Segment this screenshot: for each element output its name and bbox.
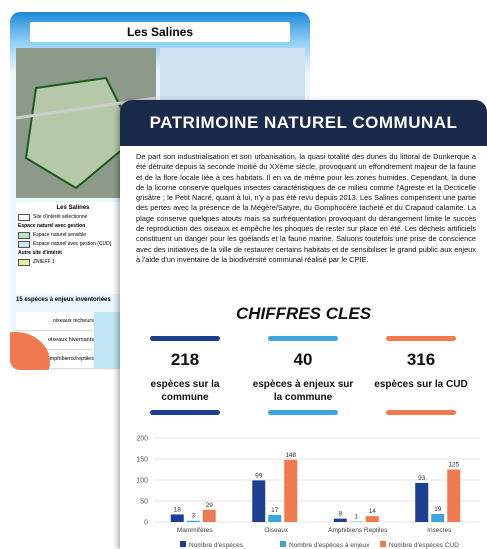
y-tick-label: 0	[144, 520, 148, 527]
value-label: 125	[448, 462, 459, 469]
bar	[252, 480, 265, 522]
x-tick-label: Mammifères	[177, 527, 214, 534]
legend-swatch	[18, 241, 30, 248]
legend-swatch	[380, 541, 386, 547]
legend-label: Espace naturel avec gestion	[18, 222, 85, 231]
legend-swatch	[180, 541, 186, 547]
figure-label: espèces sur la CUD	[366, 378, 476, 391]
bar-chart: 050100150200Mammifères18329Oiseaux991714…	[120, 428, 487, 549]
value-label: 18	[174, 506, 182, 513]
bar	[268, 515, 281, 522]
figure-rule	[386, 410, 456, 415]
front-sheet: PATRIMOINE NATUREL COMMUNAL De part son …	[120, 100, 487, 549]
y-tick-label: 150	[136, 457, 148, 464]
figure-rule	[268, 336, 338, 341]
figure-value: 40	[248, 350, 358, 370]
value-label: 99	[255, 472, 263, 479]
figure-label: espèces sur la commune	[130, 378, 240, 404]
page: Les Salines Les Salines Site d'intérêt s…	[0, 0, 487, 549]
x-tick-label: Insectes	[427, 527, 452, 534]
legend-swatch	[18, 232, 30, 239]
figure-value: 316	[366, 350, 476, 370]
value-label: 29	[206, 502, 214, 509]
bar	[334, 519, 347, 522]
legend-label: Espace naturel avec gestion (CUD)	[33, 240, 111, 249]
legend-item: Espace naturel avec gestion (CUD)	[18, 240, 128, 249]
panel-title: 15 espèces à enjeux inventoriées	[16, 297, 136, 303]
legend-label: Espace naturel sensible	[33, 231, 86, 240]
species-label: oiseaux hivernants	[48, 331, 94, 349]
value-label: 3	[191, 513, 195, 520]
bar	[284, 460, 297, 522]
legend-swatch	[280, 541, 286, 547]
bar	[203, 510, 216, 522]
body-text: De part son industrialisation et son urb…	[136, 152, 476, 265]
y-tick-label: 200	[136, 436, 148, 443]
figure-rule	[150, 336, 220, 341]
figure-rule	[268, 410, 338, 415]
bar	[171, 514, 184, 522]
bar	[366, 516, 379, 522]
legend-item: Espace naturel sensible	[18, 231, 128, 240]
legend-item: Espace naturel avec gestion	[18, 222, 128, 231]
legend-label: Nombre d'espèces CUD	[389, 542, 459, 549]
figure-rule	[150, 410, 220, 415]
value-label: 8	[338, 511, 342, 518]
legend-swatch	[18, 214, 30, 221]
sheet-title: PATRIMOINE NATUREL COMMUNAL	[120, 100, 487, 146]
legend-swatch	[18, 259, 30, 266]
legend-item: Site d'intérêt sélectionné	[18, 213, 128, 222]
species-label: amphibiens/reptiles	[47, 350, 94, 368]
bar	[431, 514, 444, 522]
y-tick-label: 50	[140, 499, 148, 506]
value-label: 14	[369, 508, 377, 515]
x-tick-label: Oiseaux	[264, 527, 289, 534]
figure-label: espèces à enjeux sur la commune	[248, 378, 358, 404]
bar	[187, 521, 200, 522]
x-tick-label: Amphibiens Reptiles	[328, 527, 388, 534]
legend-label: ZNIEFF 1	[33, 258, 55, 267]
value-label: 1	[354, 514, 358, 521]
value-label: 148	[285, 452, 296, 459]
section-title: CHIFFRES CLES	[120, 304, 487, 324]
figure-value: 218	[130, 350, 240, 370]
legend-item: Autre site d'intérêt	[18, 249, 128, 258]
legend-title: Les Salines	[18, 204, 128, 213]
sheet-title: Les Salines	[30, 22, 290, 42]
species-row: oiseaux nicheurs	[16, 312, 136, 331]
species-label: oiseaux nicheurs	[53, 312, 94, 330]
legend-label: Autre site d'intérêt	[18, 249, 62, 258]
value-label: 93	[418, 475, 426, 482]
value-label: 19	[434, 506, 442, 513]
legend-item: ZNIEFF 1	[18, 258, 128, 267]
legend-label: Nombre d'espèces	[189, 542, 244, 549]
bar	[415, 483, 428, 522]
legend-label: Nombre d'espèces à enjeux	[289, 542, 370, 549]
value-label: 17	[271, 507, 279, 514]
y-tick-label: 100	[136, 478, 148, 485]
bar	[447, 470, 460, 523]
legend-label: Site d'intérêt sélectionné	[33, 213, 87, 222]
figure-rule	[386, 336, 456, 341]
